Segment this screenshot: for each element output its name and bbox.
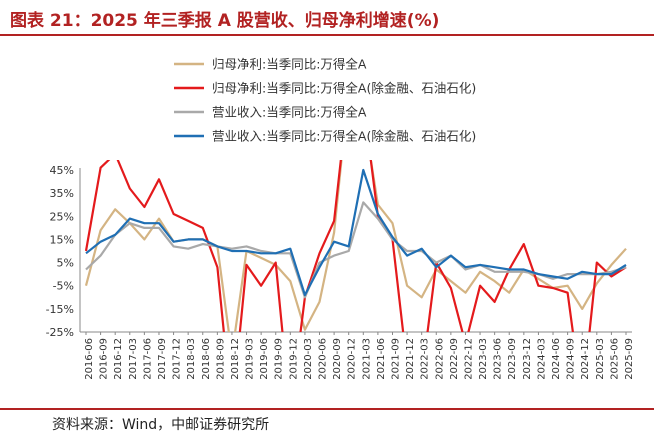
x-tick-label: 2016-06 [84, 338, 95, 380]
footer-divider [0, 408, 654, 410]
y-tick-label: 35% [50, 187, 74, 200]
x-tick-label: 2018-09 [215, 338, 226, 380]
y-tick-label: -25% [46, 326, 74, 339]
x-tick-label: 2021-03 [361, 338, 372, 380]
x-tick-label: 2017-03 [128, 338, 139, 380]
series-line-2 [84, 160, 627, 332]
series-line-4 [85, 168, 627, 297]
x-tick-label: 2019-06 [259, 338, 270, 380]
x-tick-label: 2021-06 [376, 338, 387, 380]
y-tick-label: 45% [50, 164, 74, 177]
x-tick-label: 2025-09 [624, 338, 635, 380]
x-tick-label: 2018-06 [201, 338, 212, 380]
x-tick-label: 2016-12 [113, 338, 124, 380]
y-tick-label: 5% [57, 257, 74, 270]
x-tick-label: 2019-09 [274, 338, 285, 380]
x-tick-label: 2020-06 [318, 338, 329, 380]
x-tick-label: 2024-09 [566, 338, 577, 380]
x-tick-label: 2018-12 [230, 338, 241, 380]
title-bar: 图表 21：2025 年三季报 A 股营收、归母净利增速(%) [0, 0, 654, 36]
x-tick-label: 2022-09 [449, 338, 460, 380]
x-tick-label: 2024-06 [551, 338, 562, 380]
source-note: 资料来源：Wind，中邮证券研究所 [52, 417, 270, 433]
legend-label-2: 归母净利:当季同比:万得全A(除金融、石油石化) [212, 81, 476, 96]
legend-label-1: 归母净利:当季同比:万得全A [212, 57, 367, 72]
chart-title: 图表 21：2025 年三季报 A 股营收、归母净利增速(%) [10, 11, 440, 31]
x-tick-label: 2024-12 [580, 338, 591, 380]
x-tick-label: 2016-09 [99, 338, 110, 380]
x-tick-label: 2018-03 [186, 338, 197, 380]
y-tick-label: -15% [46, 303, 74, 316]
y-tick-label: 25% [50, 210, 74, 223]
legend: 归母净利:当季同比:万得全A 归母净利:当季同比:万得全A(除金融、石油石化) 营业… [174, 57, 476, 144]
x-tick-label: 2022-06 [434, 338, 445, 380]
x-tick-label: 2020-09 [332, 338, 343, 380]
x-tick-label: 2023-09 [507, 338, 518, 380]
x-tick-label: 2022-12 [463, 338, 474, 380]
chart-area: 归母净利:当季同比:万得全A 归母净利:当季同比:万得全A(除金融、石油石化) 营业… [46, 57, 635, 380]
x-tick-label: 2019-03 [245, 338, 256, 380]
legend-label-3: 营业收入:当季同比:万得全A [212, 105, 367, 120]
x-tick-label: 2023-03 [478, 338, 489, 380]
y-tick-label: -5% [53, 280, 74, 293]
x-tick-label: 2017-06 [142, 338, 153, 380]
x-tick-label: 2019-12 [288, 338, 299, 380]
legend-label-4: 营业收入:当季同比:万得全A(除金融、石油石化) [212, 129, 476, 144]
x-tick-label: 2020-12 [347, 338, 358, 380]
series-lines [84, 160, 627, 332]
x-tick-label: 2024-03 [536, 338, 547, 380]
x-tick-label: 2017-09 [157, 338, 168, 380]
x-tick-label: 2020-03 [303, 338, 314, 380]
x-tick-label: 2025-03 [595, 338, 606, 380]
x-axis: 2016-06 2016-09 2016-12 2017-03 2017-06 2017-… [80, 331, 635, 380]
x-tick-label: 2021-09 [390, 338, 401, 380]
y-axis: 45% 35% 25% 15% 5% -5% -15% -25% [46, 164, 81, 339]
x-tick-label: 2021-12 [405, 338, 416, 380]
x-tick-label: 2023-12 [522, 338, 533, 380]
x-tick-label: 2025-06 [609, 338, 620, 380]
y-tick-label: 15% [50, 233, 74, 246]
x-tick-label: 2023-06 [493, 338, 504, 380]
x-tick-label: 2022-03 [420, 338, 431, 380]
x-tick-label: 2017-12 [172, 338, 183, 380]
